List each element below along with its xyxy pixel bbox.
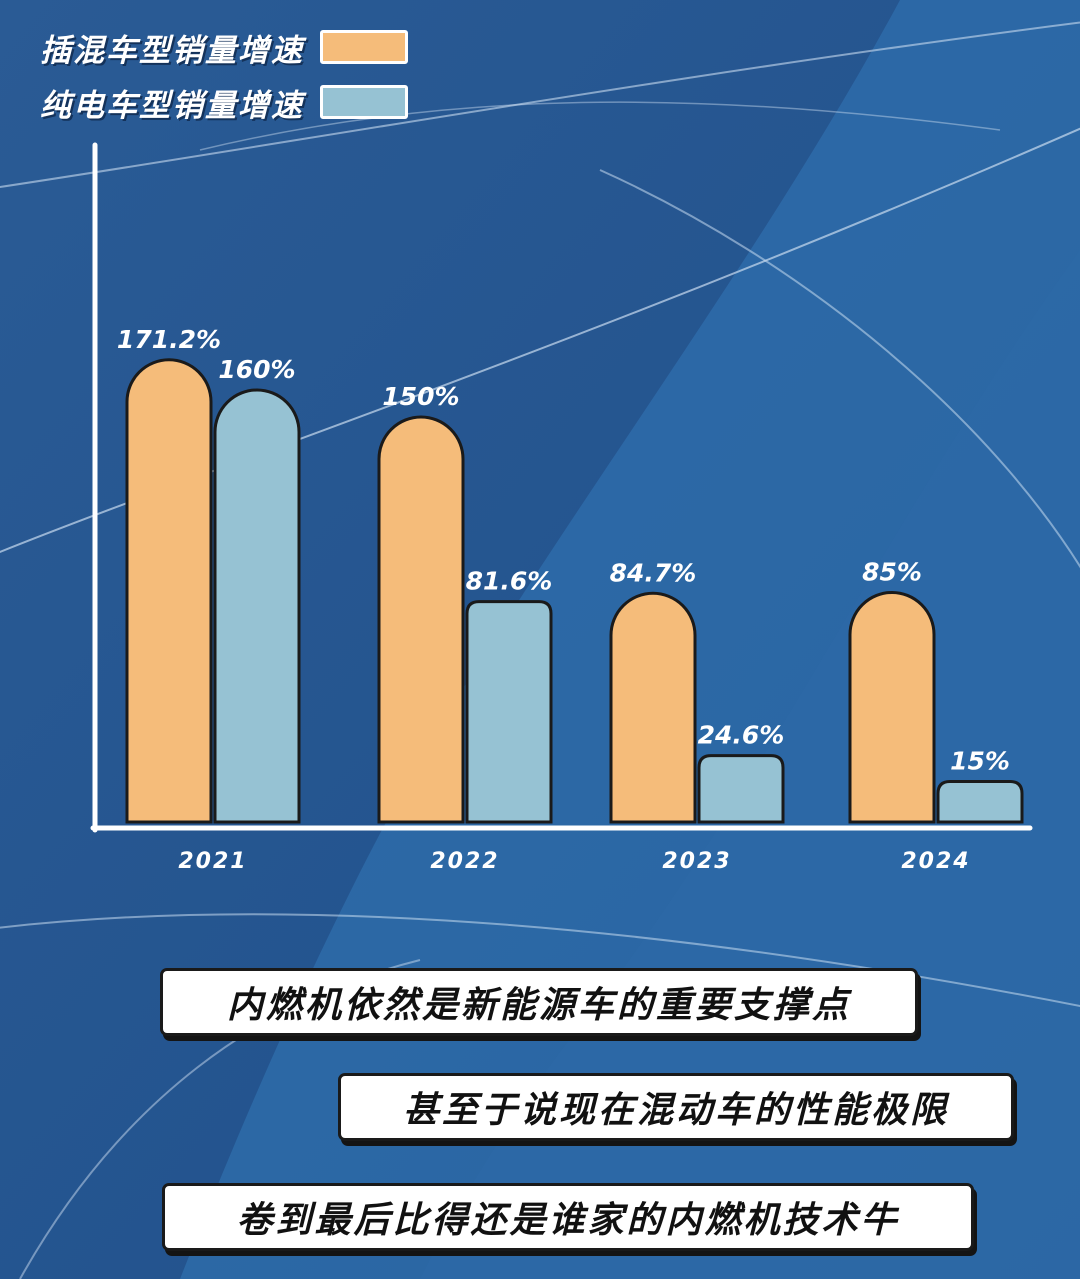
- caption-text-2: 甚至于说现在混动车的性能极限: [402, 1090, 949, 1131]
- caption-text-3: 卷到最后比得还是谁家的内燃机技术牛: [236, 1200, 900, 1241]
- data-label-bev-2021: 160%: [218, 355, 295, 384]
- legend-label-bev: 纯电车型销量增速: [40, 87, 304, 124]
- data-label-phev-2021: 171.2%: [117, 325, 221, 354]
- x-tick-label-2021: 2021: [178, 849, 247, 874]
- bar-bev-2022: [465, 600, 553, 824]
- bar-phev-2022: [377, 415, 465, 824]
- bar-bev-2024: [936, 780, 1024, 824]
- legend-swatch-phev: [320, 30, 408, 64]
- caption-box-1: 内燃机依然是新能源车的重要支撑点: [160, 968, 918, 1036]
- legend-item-bev: 纯电车型销量增速: [40, 82, 408, 124]
- data-label-phev-2022: 150%: [382, 382, 459, 411]
- caption-box-2: 甚至于说现在混动车的性能极限: [338, 1073, 1014, 1141]
- bar-phev-2021: [125, 358, 213, 824]
- bar-phev-2023: [609, 591, 697, 824]
- bar-bev-2021: [213, 388, 301, 824]
- x-tick-label-2023: 2023: [662, 849, 731, 874]
- bar-bev-2023: [697, 754, 785, 824]
- data-label-bev-2023: 24.6%: [698, 721, 785, 750]
- x-tick-label-2024: 2024: [901, 849, 970, 874]
- caption-box-3: 卷到最后比得还是谁家的内燃机技术牛: [162, 1183, 974, 1251]
- x-tick-label-2022: 2022: [430, 849, 499, 874]
- legend-item-phev: 插混车型销量增速: [40, 27, 408, 69]
- legend-label-phev: 插混车型销量增速: [40, 32, 304, 69]
- data-label-phev-2024: 85%: [862, 558, 922, 587]
- data-label-bev-2024: 15%: [950, 747, 1010, 776]
- data-label-bev-2022: 81.6%: [466, 567, 553, 596]
- data-label-phev-2023: 84.7%: [610, 558, 697, 587]
- legend-swatch-bev: [320, 85, 408, 119]
- bar-phev-2024: [848, 591, 936, 824]
- caption-text-1: 内燃机依然是新能源车的重要支撑点: [226, 985, 851, 1026]
